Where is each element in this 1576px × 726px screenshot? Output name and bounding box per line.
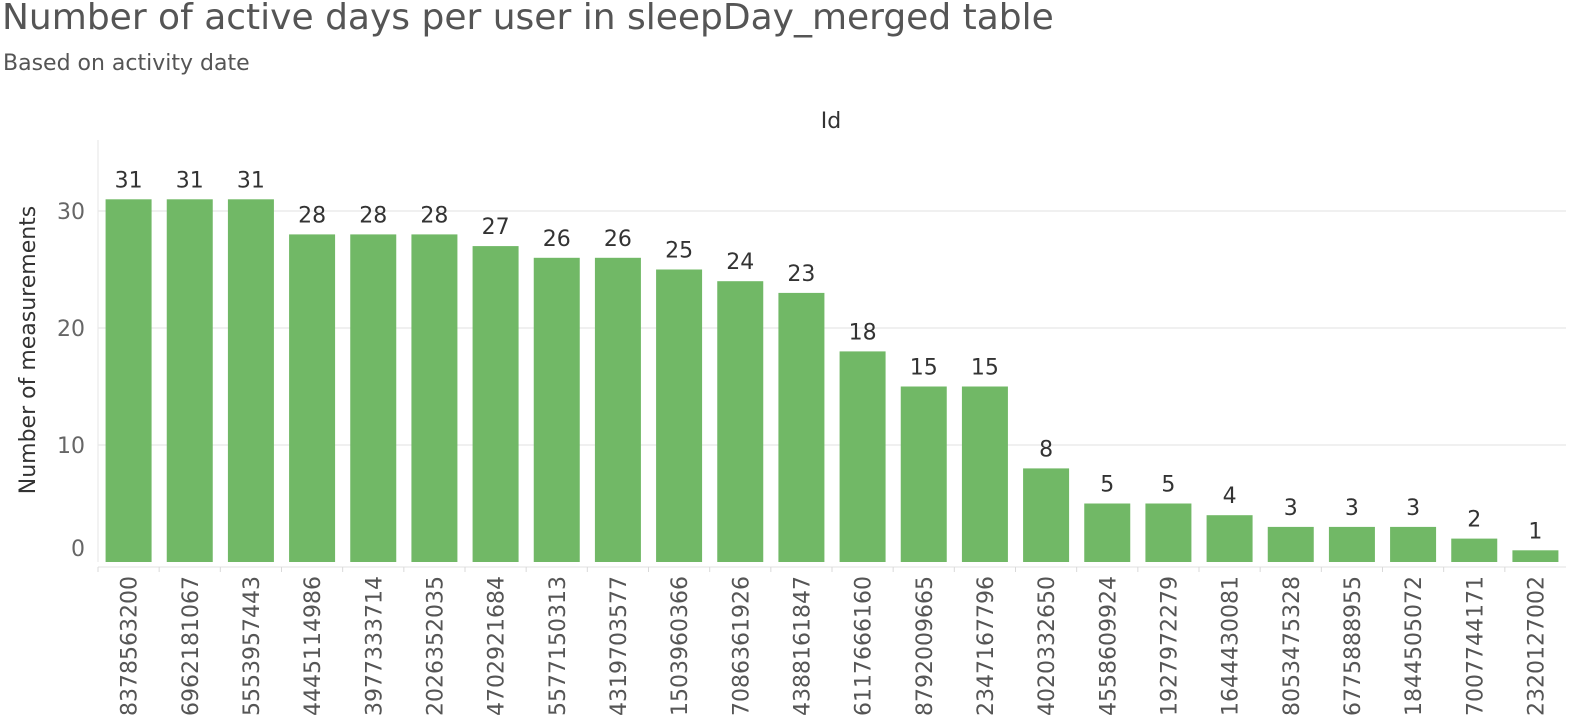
- bar: [1267, 526, 1314, 562]
- y-tick-label: 30: [57, 200, 85, 225]
- x-tick-label: 3977333714: [362, 576, 387, 716]
- data-label: 15: [971, 356, 999, 381]
- bar: [1084, 503, 1131, 562]
- y-axis: 0 10 20 30: [57, 140, 99, 562]
- x-tick-label: 6117666160: [852, 576, 877, 716]
- data-label: 15: [910, 356, 938, 381]
- bar: [1512, 550, 1559, 562]
- bar: [656, 269, 703, 562]
- data-labels: 31 31 31 28 28 28 27 26 26 25 24 23 18 15 15 8 5 5 4 3 3 3 2 1: [115, 168, 1543, 544]
- bar: [1451, 538, 1498, 562]
- data-label: 23: [787, 262, 815, 287]
- x-tick-label: 8378563200: [118, 576, 143, 716]
- x-tick-label: 4319703577: [607, 576, 632, 716]
- data-label: 28: [359, 203, 387, 228]
- bars: [105, 199, 1559, 563]
- x-tick-label: 1844505072: [1402, 576, 1427, 716]
- bar: [717, 281, 764, 562]
- bar: [350, 234, 397, 562]
- bar: [105, 199, 152, 563]
- bar: [1145, 503, 1192, 562]
- bar: [289, 234, 336, 562]
- y-tick-label: 10: [57, 434, 85, 459]
- x-tick-label: 5577150313: [546, 576, 571, 716]
- data-label: 3: [1345, 496, 1359, 521]
- data-label: 1: [1528, 519, 1542, 544]
- chart-title: Number of active days per user in sleepD…: [2, 0, 1054, 38]
- x-tick-label: 2026352035: [423, 576, 448, 716]
- bar: [1206, 515, 1253, 562]
- data-label: 26: [604, 227, 632, 252]
- x-axis: 8378563200 6962181067 5553957443 4445114986…: [97, 566, 1566, 716]
- x-tick-label: 5553957443: [240, 576, 265, 716]
- bar: [594, 257, 641, 562]
- data-label: 5: [1100, 473, 1114, 498]
- bar: [472, 246, 519, 562]
- x-tick-label: 8792009665: [913, 576, 938, 716]
- data-label: 28: [298, 203, 326, 228]
- x-tick-label: 6962181067: [179, 576, 204, 716]
- bar: [778, 292, 825, 562]
- bar: [227, 199, 274, 563]
- x-tick-label: 1644430081: [1219, 576, 1244, 716]
- x-tick-label: 8053475328: [1280, 576, 1305, 716]
- x-tick-label: 4388161847: [790, 576, 815, 716]
- data-label: 26: [543, 227, 571, 252]
- x-tick-label: 7007744171: [1463, 576, 1488, 716]
- data-label: 18: [849, 320, 877, 345]
- x-tick-label: 7086361926: [729, 576, 754, 716]
- y-tick-label: 0: [71, 537, 85, 562]
- bar: [839, 351, 886, 562]
- data-label: 2: [1467, 508, 1481, 533]
- bar: [1390, 526, 1437, 562]
- bar: [166, 199, 213, 563]
- data-label: 31: [237, 168, 265, 193]
- bar: [900, 386, 947, 562]
- data-label: 3: [1406, 496, 1420, 521]
- bar: [411, 234, 458, 562]
- x-tick-label: 6775888955: [1341, 576, 1366, 716]
- x-tick-label: 2320127002: [1524, 576, 1549, 716]
- bar: [961, 386, 1008, 562]
- x-tick-label: 4445114986: [301, 576, 326, 716]
- data-label: 5: [1161, 473, 1175, 498]
- data-label: 31: [115, 168, 143, 193]
- gridlines: [98, 210, 1566, 446]
- data-label: 28: [420, 203, 448, 228]
- column-header-title: Id: [821, 109, 841, 134]
- x-tick-label: 1927972279: [1157, 576, 1182, 716]
- y-axis-title: Number of measurements: [16, 206, 41, 495]
- x-tick-label: 4020332650: [1035, 576, 1060, 716]
- data-label: 24: [726, 250, 754, 275]
- data-label: 8: [1039, 437, 1053, 462]
- bar: [533, 257, 580, 562]
- x-tick-label: 2347167796: [974, 576, 999, 716]
- bar: [1328, 526, 1375, 562]
- bar: [1023, 468, 1070, 562]
- x-tick-label: 4558609924: [1096, 576, 1121, 716]
- x-tick-label: 4702921684: [485, 576, 510, 716]
- data-label: 3: [1284, 496, 1298, 521]
- data-label: 4: [1223, 484, 1237, 509]
- data-label: 25: [665, 239, 693, 264]
- data-label: 31: [176, 168, 204, 193]
- data-label: 27: [482, 215, 510, 240]
- y-tick-label: 20: [57, 317, 85, 342]
- chart-subtitle: Based on activity date: [3, 51, 250, 76]
- x-tick-label: 1503960366: [668, 576, 693, 716]
